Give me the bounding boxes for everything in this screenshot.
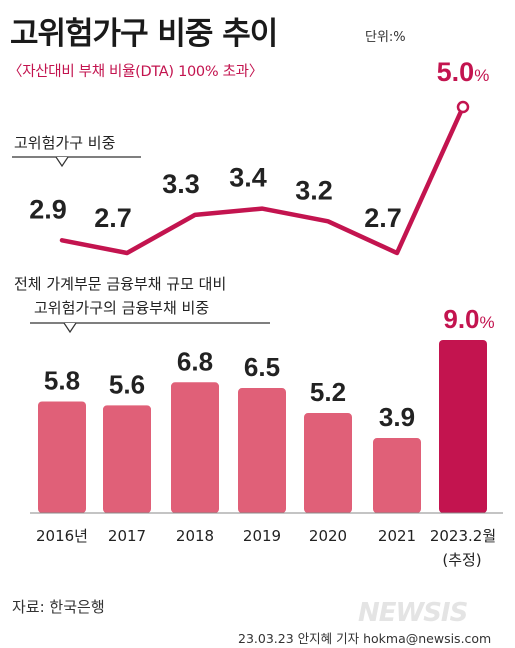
- bar: [304, 413, 352, 513]
- bar-series: 5.8 5.6 6.8 6.5 5.2 3.9 9.0%: [38, 304, 495, 513]
- bar: [171, 382, 219, 513]
- line-value-label: 3.3: [162, 169, 200, 199]
- x-axis-ticks: 2016년 2017 2018 2019 2020 2021 2023.2월: [36, 527, 496, 545]
- line-value-label: 3.2: [295, 175, 333, 205]
- series-line: [59, 104, 466, 256]
- bar-value-label: 6.5: [244, 352, 280, 382]
- line-chart-caption: 고위험가구 비중: [12, 134, 141, 168]
- bar-value-label: 6.8: [177, 346, 213, 376]
- chart-subtitle: 〈자산대비 부채 비율(DTA) 100% 초과〉: [8, 64, 263, 80]
- bar-chart-caption: 전체 가계부문 금융부채 규모 대비 고위험가구의 금융부채 비중: [14, 275, 270, 334]
- x-tick-label: 2021: [378, 527, 416, 545]
- line-point-highlight: [456, 100, 470, 114]
- bar: [439, 340, 487, 513]
- bar-value-label: 3.9: [379, 402, 415, 432]
- bar-value-label: 5.2: [310, 377, 346, 407]
- chart-title: 고위험가구 비중 추이: [10, 16, 278, 52]
- bar-value-label: 9.0%: [443, 304, 494, 334]
- bar: [238, 388, 286, 513]
- source-note: 자료: 한국은행: [12, 598, 105, 616]
- bar-value-label: 5.8: [44, 366, 80, 396]
- line-value-label: 2.9: [29, 194, 67, 224]
- x-tick-label: 2018: [176, 527, 214, 545]
- line-value-label: 3.4: [229, 163, 267, 193]
- line-chart-title: 고위험가구 비중: [14, 134, 115, 152]
- x-tick-note: (추정): [442, 551, 481, 569]
- bar-chart-title: 전체 가계부문 금융부채 규모 대비: [14, 275, 226, 293]
- bar: [103, 405, 151, 513]
- unit-label: 단위:%: [365, 30, 406, 45]
- x-tick-label: 2023.2월: [430, 527, 496, 545]
- x-tick-label: 2016년: [36, 527, 88, 545]
- bar-chart-subtitle: 고위험가구의 금융부채 비중: [34, 299, 209, 317]
- line-value-label: 5.0%: [437, 57, 490, 87]
- x-tick-label: 2020: [309, 527, 347, 545]
- line-value-label: 2.7: [94, 203, 132, 233]
- bar-caption-pointer: [63, 322, 77, 334]
- bar: [38, 401, 86, 513]
- byline-credit: 23.03.23 안지혜 기자 hokma@newsis.com: [238, 631, 492, 646]
- line-series: 2.9 2.7 3.3 3.4 3.2 2.7 5.0%: [29, 57, 490, 256]
- newsis-logo: NEWSIS: [358, 598, 468, 628]
- line-caption-pointer: [55, 156, 69, 168]
- x-tick-label: 2017: [108, 527, 146, 545]
- line-value-label: 2.7: [364, 203, 402, 233]
- bar-value-label: 5.6: [109, 369, 145, 399]
- bar: [373, 438, 421, 513]
- x-tick-label: 2019: [243, 527, 281, 545]
